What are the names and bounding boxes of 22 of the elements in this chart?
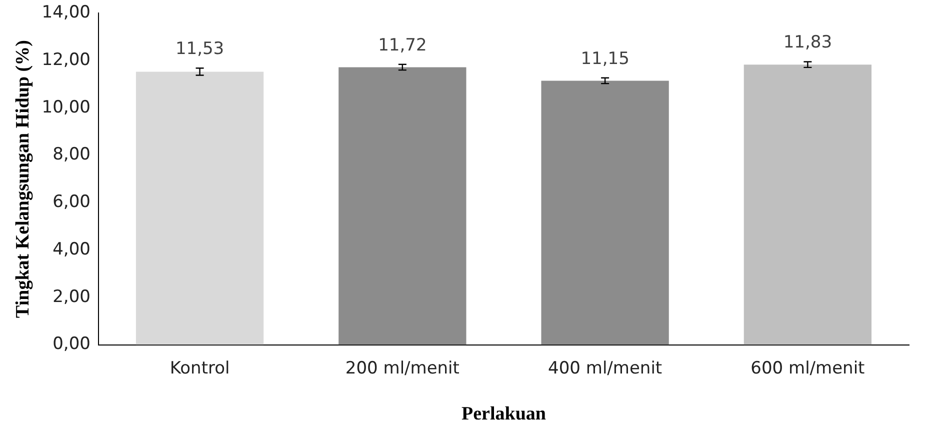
bar	[541, 80, 669, 345]
x-axis-title: Perlakuan	[462, 404, 546, 425]
x-tick-label: 400 ml/menit	[548, 358, 662, 378]
y-axis-title: Tingkat Kelangsungan Hidup (%)	[12, 40, 34, 318]
y-tick-label: 6,00	[52, 192, 90, 212]
y-tick-label: 12,00	[42, 50, 90, 70]
data-label: 11,72	[378, 35, 427, 56]
x-tick-label: 600 ml/menit	[750, 358, 866, 378]
data-label: 11,83	[783, 32, 832, 53]
y-tick-label: 4,00	[52, 239, 90, 260]
bar	[136, 72, 264, 345]
bar	[744, 64, 872, 345]
y-tick-label: 0,00	[52, 334, 90, 354]
data-label: 11,53	[175, 39, 224, 60]
y-tick-label: 2,00	[52, 286, 90, 307]
y-tick-label: 8,00	[52, 144, 90, 165]
x-tick-label: Kontrol	[170, 358, 230, 378]
data-label: 11,15	[580, 48, 630, 69]
bar	[338, 67, 466, 345]
y-tick-label: 10,00	[42, 97, 90, 118]
y-tick-label: 14,00	[42, 2, 90, 23]
x-tick-label: 200 ml/menit	[345, 358, 460, 378]
